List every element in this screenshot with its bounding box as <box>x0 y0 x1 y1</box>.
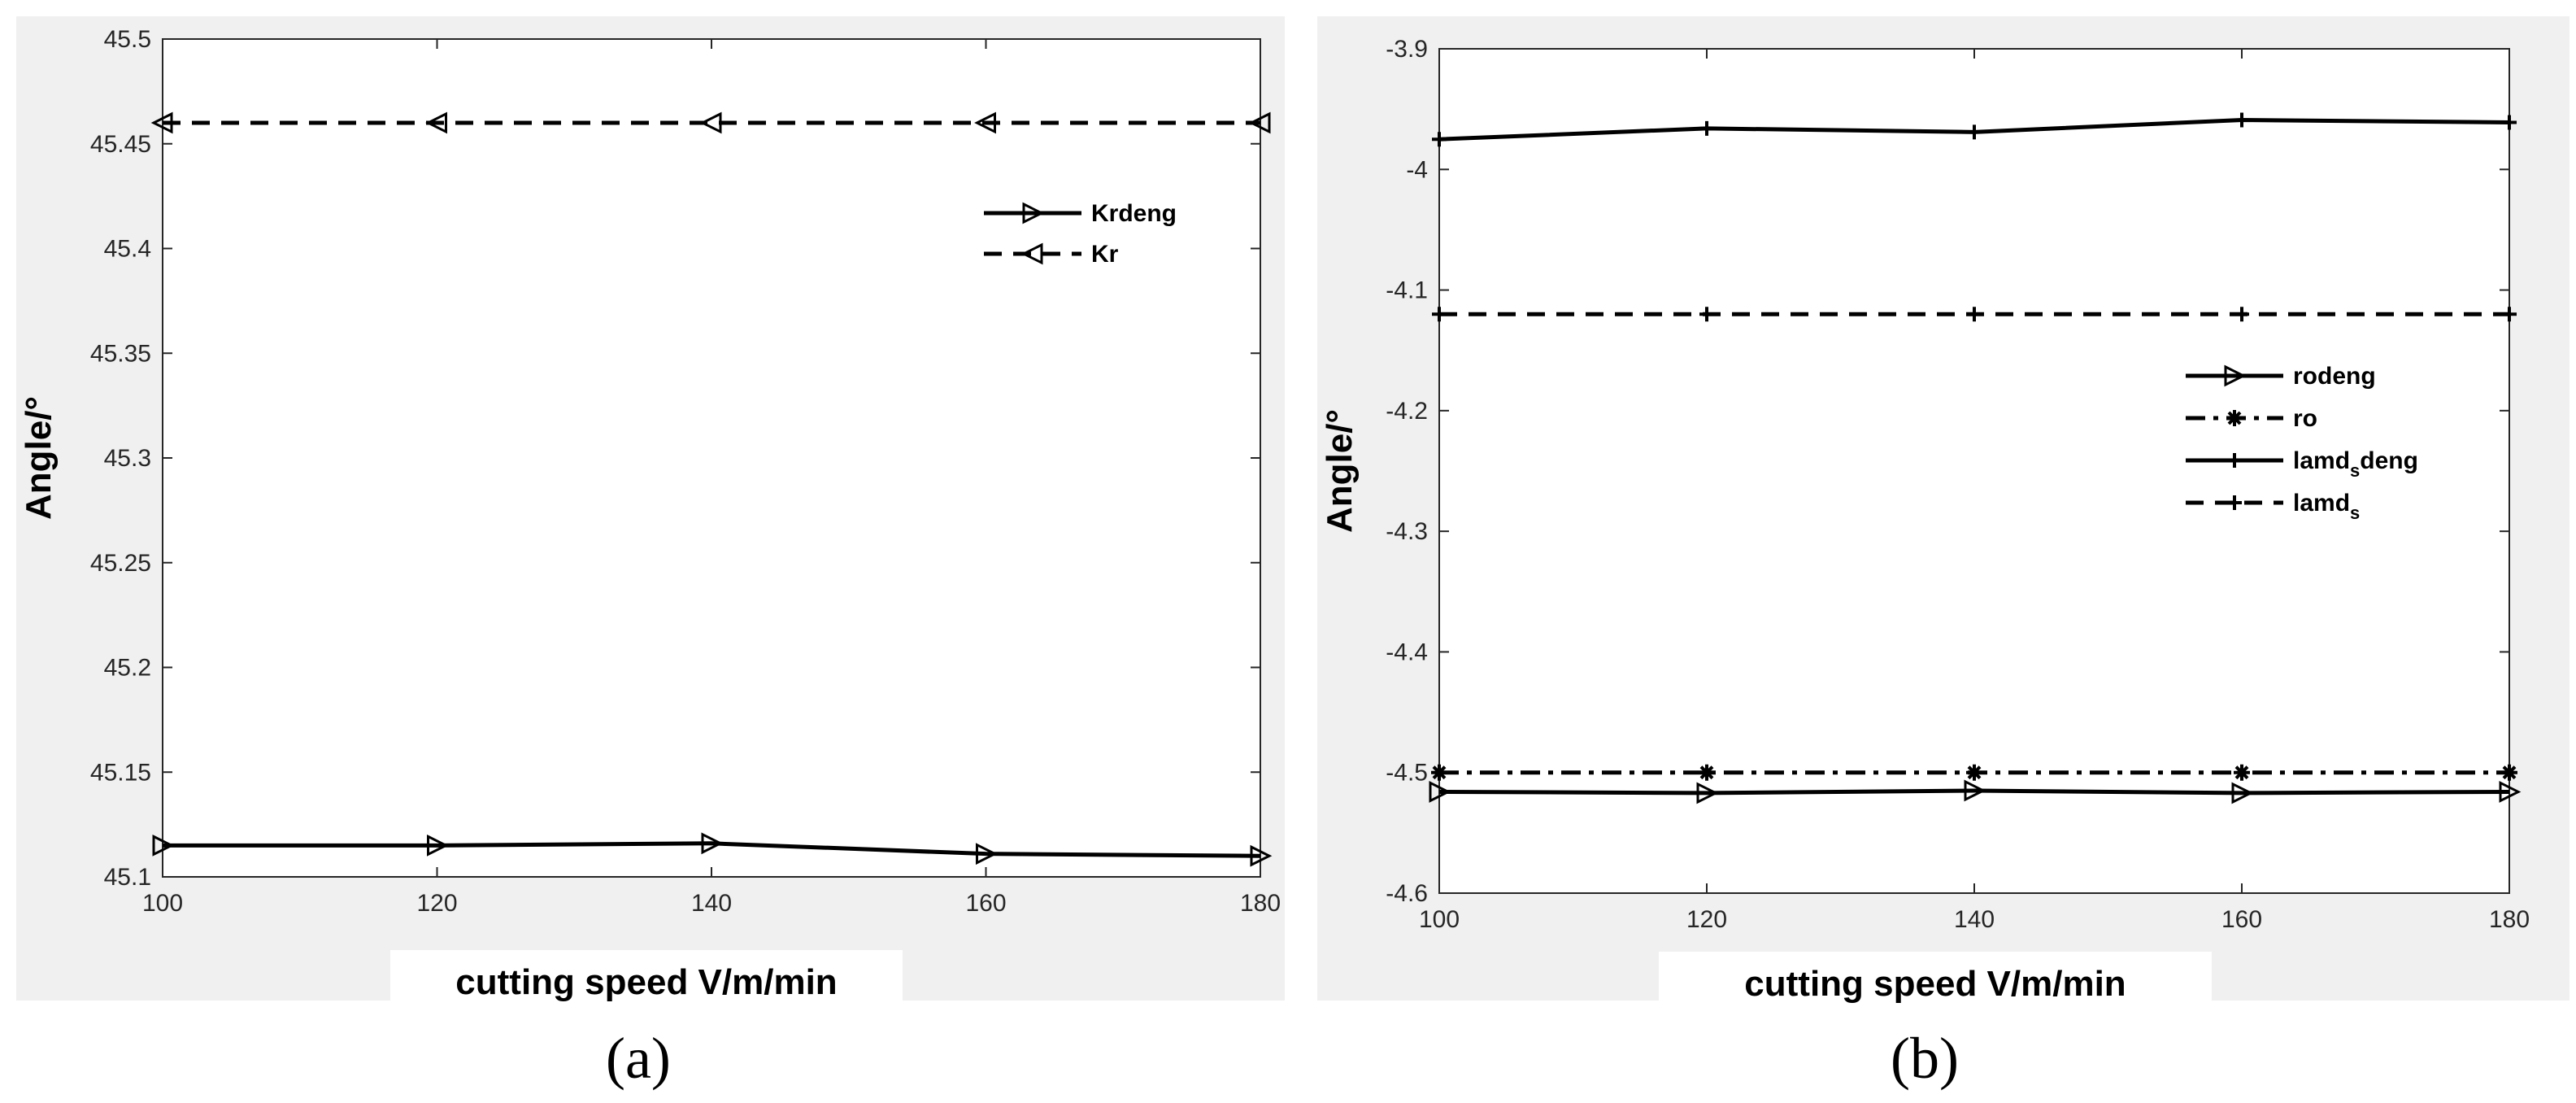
panel-b-series-0-point-0 <box>1429 781 1451 803</box>
panel-a-ytick-label-6: 45.4 <box>104 236 151 263</box>
panel-a-series-1-point-0 <box>150 111 173 134</box>
panel-b-ytick-label-3: -4.3 <box>1386 518 1428 545</box>
panel-b-series-0-point-2 <box>1964 779 1986 802</box>
panel-a-legend-0-label: Krdeng <box>1091 200 1177 227</box>
panel-a-series-1-point-4 <box>1248 111 1271 134</box>
panel-b-ytick-label-1: -4.5 <box>1386 760 1428 787</box>
panel-a-plot-area <box>162 38 1261 878</box>
panel-a-xtick-label-4: 180 <box>1240 890 1281 917</box>
panel-a-ytick-label-5: 45.35 <box>90 340 151 367</box>
panel-b-series-0-line <box>1438 788 2510 796</box>
panel-b-xtick-label-2: 140 <box>1954 906 1995 933</box>
panel-a-legend-1-marker <box>1020 242 1043 265</box>
panel-a-series-0-point-2 <box>701 832 724 855</box>
panel-b-ytick-label-0: -4.6 <box>1386 880 1428 907</box>
panel-a-series-1-point-3 <box>974 111 996 134</box>
panel-b-series-3-point-1 <box>1699 307 1714 322</box>
panel-b-series-3-point-2 <box>1967 307 1982 322</box>
panel-a-series-0-point-0 <box>152 834 175 857</box>
panel-b-y-axis-label: Angle/° <box>1320 409 1360 533</box>
panel-a-series-1-point-2 <box>699 111 722 134</box>
panel-a-ytick-label-2: 45.2 <box>104 655 151 682</box>
panel-b-legend-0-marker <box>2224 364 2247 387</box>
panel-a-ytick-label-1: 45.15 <box>90 759 151 786</box>
panel-b-xlabel-box <box>1659 952 2212 1009</box>
panel-b-legend-2-marker <box>2227 453 2242 468</box>
panel-a-ytick-label-4: 45.3 <box>104 445 151 472</box>
panel-b-chart: 100 120 140 160 180 -4.6 -4.5 -4.4 -4.3 -4.2 -4.1 -… <box>1320 36 2530 1004</box>
panel-b-series-1-point-2 <box>1966 764 1982 781</box>
panel-a-caption: (a) <box>606 1026 671 1091</box>
panel-a-series-1-point-1 <box>425 111 447 134</box>
panel-b-series-1-point-1 <box>1699 764 1715 781</box>
panel-b-plot-area <box>1438 48 2510 894</box>
panel-a-y-axis-label: Angle/° <box>19 396 59 520</box>
panel-b-ytick-label-4: -4.2 <box>1386 398 1428 425</box>
panel-b-legend-1-marker <box>2226 410 2243 426</box>
panel-b-series-2-point-1 <box>1699 120 1714 136</box>
panel-a-legend-0-marker <box>1022 202 1045 225</box>
panel-b-legend-2-label: lamdsdeng <box>2293 447 2418 481</box>
panel-b-series-2-point-4 <box>2502 115 2517 130</box>
panel-b-xtick-label-0: 100 <box>1419 906 1460 933</box>
panel-b-legend-1-label: ro <box>2293 405 2317 432</box>
panel-b-series-3-point-0 <box>1432 307 1447 322</box>
panel-b-series-1-point-4 <box>2501 764 2517 781</box>
panel-a-series-0-line <box>163 841 1261 858</box>
panel-b-series-0-point-1 <box>1696 782 1719 804</box>
panel-b-series-3-point-3 <box>2234 307 2249 322</box>
panel-a-series-0-point-3 <box>976 843 998 865</box>
panel-a-ytick-label-3: 45.25 <box>90 550 151 577</box>
panel-b-legend-3-label: lamds <box>2293 490 2360 523</box>
panel-a-x-axis-label: cutting speed V/m/min <box>455 962 837 1002</box>
panel-a-series-0-point-4 <box>1250 844 1273 867</box>
panel-b-series-1-point-0 <box>1431 764 1447 781</box>
panel-b-ytick-label-5: -4.1 <box>1386 277 1428 304</box>
panel-a-series-0-point-1 <box>427 834 449 857</box>
panel-a-xtick-label-0: 100 <box>142 890 183 917</box>
panel-b-ytick-label-6: -4 <box>1406 156 1428 183</box>
panel-b-series-2-point-2 <box>1967 124 1982 140</box>
panel-b-series-1-point-3 <box>2234 764 2250 781</box>
panel-a-chart: 100 120 140 160 180 45.1 45.15 45.2 45.25 45.3 45.… <box>19 26 1281 1002</box>
panel-a-xlabel-box <box>390 950 903 1007</box>
panel-b-caption: (b) <box>1891 1026 1959 1091</box>
panel-a-xtick-label-3: 160 <box>965 890 1006 917</box>
panel-b-legend-3-marker <box>2227 495 2242 510</box>
panel-b-series-3-point-4 <box>2502 307 2517 322</box>
panel-b-ytick-label-7: -3.9 <box>1386 36 1428 63</box>
panel-b-series-2-point-3 <box>2234 112 2249 128</box>
panel-a-ytick-label-0: 45.1 <box>104 864 151 891</box>
panel-a-legend-1-label: Kr <box>1091 241 1119 268</box>
panel-a-xtick-label-1: 120 <box>416 890 457 917</box>
panel-b-series-0-point-3 <box>2231 782 2254 804</box>
panel-b-ytick-label-2: -4.4 <box>1386 639 1428 665</box>
panel-b-xtick-label-1: 120 <box>1686 906 1727 933</box>
panel-b-x-axis-label: cutting speed V/m/min <box>1744 964 2126 1004</box>
panel-b-xtick-label-3: 160 <box>2221 906 2262 933</box>
panel-b-xtick-label-4: 180 <box>2489 906 2530 933</box>
panel-a-ytick-label-7: 45.45 <box>90 131 151 158</box>
panel-a-ytick-label-8: 45.5 <box>104 26 151 53</box>
panel-b-series-2-point-0 <box>1432 132 1447 147</box>
panel-b-legend-0-label: rodeng <box>2293 363 2376 390</box>
panel-b-series-0-point-4 <box>2499 781 2522 803</box>
panel-a-xtick-label-2: 140 <box>691 890 732 917</box>
